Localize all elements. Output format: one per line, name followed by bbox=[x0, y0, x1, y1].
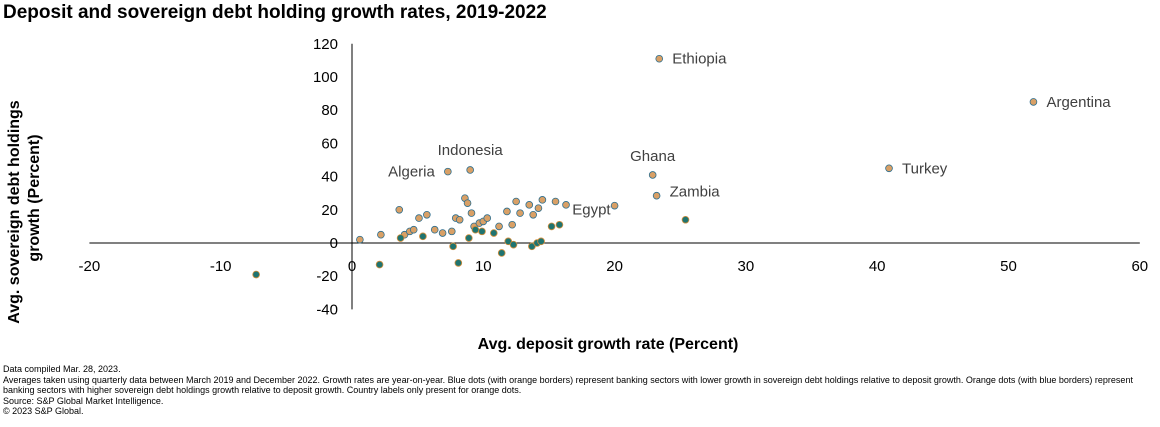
x-tick-label: 0 bbox=[348, 258, 356, 275]
data-point-orange bbox=[503, 207, 511, 216]
data-point-orange bbox=[1029, 98, 1038, 106]
x-axis-title: Avg. deposit growth rate (Percent) bbox=[478, 336, 739, 353]
data-point-blue bbox=[490, 229, 498, 237]
data-point-blue bbox=[396, 234, 405, 242]
data-point-orange bbox=[415, 214, 423, 222]
data-point-blue bbox=[497, 249, 506, 257]
data-point-blue bbox=[471, 225, 480, 234]
footnote-source: Source: S&P Global Market Intelligence. bbox=[3, 395, 164, 406]
point-label-argentina: Argentina bbox=[1046, 94, 1111, 111]
x-tick-label: -20 bbox=[79, 258, 101, 275]
x-tick-label: 40 bbox=[869, 258, 886, 275]
y-tick-label: 100 bbox=[313, 69, 338, 86]
footnote-methodology: Averages taken using quarterly data betw… bbox=[3, 374, 1133, 396]
y-tick-label: 120 bbox=[313, 36, 338, 53]
data-point-orange bbox=[525, 201, 534, 209]
data-point-blue bbox=[509, 240, 518, 249]
data-point-orange bbox=[495, 222, 503, 231]
data-point-orange bbox=[551, 197, 560, 206]
y-tick-label: 20 bbox=[321, 202, 338, 219]
data-point-blue bbox=[375, 260, 384, 269]
y-tick-label: 60 bbox=[321, 135, 338, 152]
axes bbox=[89, 43, 1140, 310]
data-point-blue bbox=[419, 232, 427, 241]
data-point-orange bbox=[447, 227, 456, 236]
data-point-orange bbox=[466, 166, 474, 174]
data-point-orange bbox=[395, 206, 404, 214]
point-label-egypt: Egypt bbox=[572, 202, 611, 219]
data-point-orange bbox=[508, 220, 516, 229]
data-point-orange bbox=[430, 225, 439, 234]
data-point-orange bbox=[516, 209, 524, 217]
data-point-orange bbox=[652, 191, 661, 200]
point-label-algeria: Algeria bbox=[388, 164, 435, 181]
data-point-orange bbox=[409, 225, 418, 234]
x-tick-label: 20 bbox=[606, 258, 623, 275]
y-tick-labels: -40 -20 0 20 40 60 80 100 120 bbox=[313, 36, 338, 319]
data-point-blue bbox=[681, 215, 690, 224]
data-point-orange bbox=[529, 210, 537, 219]
data-point-orange bbox=[467, 209, 476, 217]
point-label-ethiopia: Ethiopia bbox=[672, 51, 727, 68]
point-label-indonesia: Indonesia bbox=[438, 142, 504, 159]
data-point-blue bbox=[478, 227, 486, 236]
data-point-orange bbox=[377, 230, 385, 239]
data-point-orange bbox=[538, 196, 547, 204]
y-tick-label: -20 bbox=[316, 268, 338, 285]
data-point-orange bbox=[610, 201, 619, 210]
data-point-blue bbox=[504, 237, 513, 246]
scatter-chart: -40 -20 0 20 40 60 80 100 120 -20 -10 0 10 20 30 40 50 6… bbox=[6, 36, 1149, 353]
data-point-orange bbox=[463, 199, 472, 207]
x-tick-label: -10 bbox=[210, 258, 232, 275]
chart-title: Deposit and sovereign debt holding growt… bbox=[3, 2, 547, 23]
x-tick-label: 30 bbox=[738, 258, 755, 275]
y-axis-title-line-2: growth (Percent) bbox=[26, 134, 43, 261]
y-tick-label: 0 bbox=[330, 235, 338, 252]
data-point-orange bbox=[438, 229, 447, 237]
data-point-orange bbox=[483, 214, 492, 222]
x-tick-label: 60 bbox=[1131, 258, 1148, 275]
data-point-orange bbox=[356, 235, 364, 244]
footnote-copyright: © 2023 S&P Global. bbox=[3, 406, 84, 417]
y-tick-label: -40 bbox=[316, 301, 338, 318]
data-point-orange bbox=[885, 164, 893, 173]
data-point-blue bbox=[454, 259, 463, 267]
data-point-blue bbox=[555, 220, 564, 229]
y-axis-title: Avg. sovereign debt holdings growth (Perc… bbox=[6, 100, 43, 324]
data-point-blue bbox=[537, 237, 545, 246]
data-point-blue bbox=[547, 222, 556, 231]
data-point-orange bbox=[534, 204, 543, 212]
x-tick-label: 50 bbox=[1000, 258, 1017, 275]
y-tick-label: 40 bbox=[321, 169, 338, 186]
footnotes: Data compiled Mar. 28, 2023. Averages ta… bbox=[3, 364, 1153, 417]
point-label-turkey: Turkey bbox=[902, 160, 948, 177]
data-point-orange bbox=[562, 201, 570, 209]
point-label-zambia: Zambia bbox=[670, 184, 721, 201]
y-axis-title-line-1: Avg. sovereign debt holdings bbox=[6, 100, 23, 324]
x-tick-label: 10 bbox=[475, 258, 492, 275]
point-labels: Ethiopia Argentina Turkey Ghana Zambia Egypt I… bbox=[388, 51, 1111, 219]
data-point-orange bbox=[655, 54, 664, 63]
x-tick-labels: -20 -10 0 10 20 30 40 50 60 bbox=[79, 258, 1149, 275]
data-point-blue bbox=[252, 270, 260, 279]
point-label-ghana: Ghana bbox=[630, 148, 676, 165]
data-point-orange bbox=[444, 167, 452, 176]
data-point-blue bbox=[449, 242, 457, 251]
data-point-blue bbox=[465, 234, 473, 242]
footnote-data-compiled: Data compiled Mar. 28, 2023. bbox=[3, 364, 121, 374]
data-point-orange bbox=[423, 210, 431, 219]
y-tick-label: 80 bbox=[321, 102, 338, 119]
data-point-orange bbox=[455, 215, 464, 224]
data-point-orange bbox=[512, 197, 520, 206]
data-point-orange bbox=[648, 171, 657, 179]
data-points bbox=[252, 54, 1038, 279]
data-point-blue bbox=[528, 242, 536, 251]
